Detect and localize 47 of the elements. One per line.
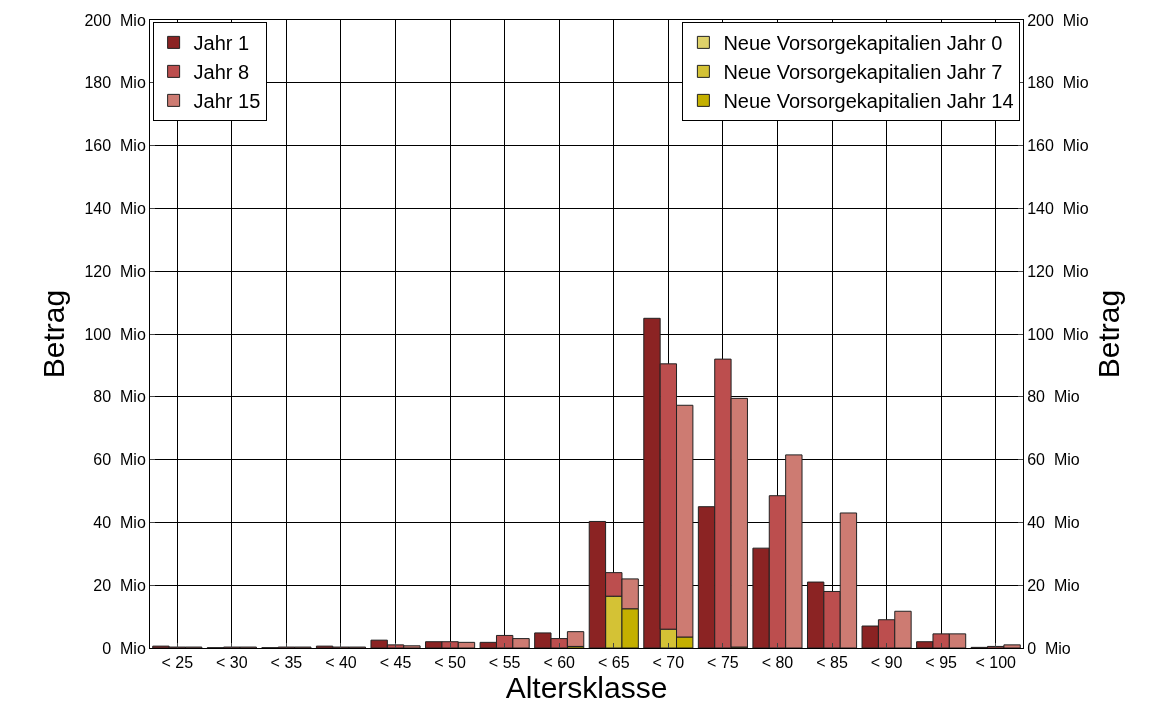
x-tick-label: < 60 xyxy=(543,654,576,672)
x-tick-label: < 90 xyxy=(870,654,903,672)
y-tick-label: 180 Mio xyxy=(84,74,146,92)
y-tick-label: 120 Mio xyxy=(84,262,146,280)
y-tick-label: 80 Mio xyxy=(93,388,146,406)
y2-tick-label: 120 Mio xyxy=(1027,262,1089,280)
y-tick-label: 200 Mio xyxy=(84,11,146,29)
x-tick-label: < 30 xyxy=(216,654,248,672)
y2-tick-label: 100 Mio xyxy=(1027,325,1089,343)
y2-tick-label: 80 Mio xyxy=(1027,388,1080,406)
y-tick-label: 20 Mio xyxy=(93,576,146,594)
y-tick-label: 40 Mio xyxy=(93,514,146,531)
x-tick-label: < 95 xyxy=(925,654,958,672)
y2-tick-label: 0 Mio xyxy=(1027,639,1071,657)
y2-tick-label: 160 Mio xyxy=(1027,137,1089,155)
x-tick-label: < 100 xyxy=(975,654,1017,672)
legend-label: Neue Vorsorgekapitalien Jahr 14 xyxy=(723,90,1014,113)
y-tick-label: 100 Mio xyxy=(84,325,146,343)
legend-label: Jahr 8 xyxy=(193,61,250,84)
legend-label: Neue Vorsorgekapitalien Jahr 0 xyxy=(723,32,1003,55)
x-tick-label: < 80 xyxy=(761,654,794,672)
x-tick-label: < 40 xyxy=(325,654,357,672)
y2-axis-title: Betrag xyxy=(1092,289,1126,379)
y2-tick-label: 180 Mio xyxy=(1027,74,1089,92)
x-axis-title: Altersklasse xyxy=(505,671,668,705)
y2-tick-label: 200 Mio xyxy=(1027,11,1089,29)
y2-tick-label: 60 Mio xyxy=(1027,451,1080,469)
x-tick-label: < 35 xyxy=(270,654,303,672)
y-tick-label: 160 Mio xyxy=(84,137,146,155)
y-tick-label: 0 Mio xyxy=(102,639,146,657)
x-tick-label: < 55 xyxy=(488,654,521,672)
y2-tick-label: 140 Mio xyxy=(1027,200,1089,217)
y2-tick-label: 20 Mio xyxy=(1027,576,1080,594)
y-tick-label: 60 Mio xyxy=(93,451,146,469)
legend-label: Jahr 15 xyxy=(193,90,261,113)
legend-label: Neue Vorsorgekapitalien Jahr 7 xyxy=(723,61,1003,84)
x-tick-label: < 70 xyxy=(652,654,685,672)
y2-tick-label: 40 Mio xyxy=(1027,514,1080,531)
y-tick-label: 140 Mio xyxy=(84,200,146,217)
x-tick-label: < 85 xyxy=(816,654,848,672)
x-tick-label: < 50 xyxy=(434,654,466,672)
x-tick-label: < 25 xyxy=(161,654,194,672)
x-tick-label: < 45 xyxy=(379,654,412,672)
y-axis-title: Betrag xyxy=(37,289,71,379)
x-tick-label: < 75 xyxy=(707,654,739,672)
legend-label: Jahr 1 xyxy=(193,32,250,55)
x-tick-label: < 65 xyxy=(597,654,630,672)
